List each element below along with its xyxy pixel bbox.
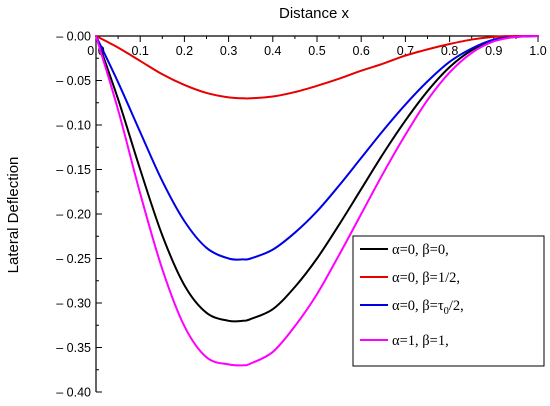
x-tick-label: 0.6 [353,44,370,58]
ticks: 0.0 0.1 0.2 0.3 0.4 0.5 0.6 0.7 0.8 0.9 1.0– 0.00–… [56,30,546,400]
legend-entry-3: α=0, β=τ0/2, [360,298,464,317]
legend-label-1: α=0, β=0, [392,242,449,258]
legend-box [352,235,545,367]
legend: α=0, β=0, α=0, β=1/2, α=0, β=τ0/2, α=1, … [352,235,545,367]
y-tick-label: – 0.40 [56,386,91,400]
x-tick-label: 0.5 [308,44,325,58]
x-axis-title: Distance x [279,5,350,22]
legend-label-4: α=1, β=1, [392,333,449,349]
y-tick-label: – 0.05 [56,74,91,88]
series-line-3 [95,35,539,261]
x-tick-label: 0.2 [176,44,193,58]
series-lines [95,34,539,367]
legend-entry-2: α=0, β=1/2, [360,270,460,286]
y-tick-label: – 0.30 [56,297,91,311]
x-tick-label: 0.8 [441,44,458,58]
y-tick-label: – 0.00 [56,30,91,44]
legend-label-3: α=0, β=τ0/2, [392,298,464,317]
y-tick-label: – 0.10 [56,119,91,133]
x-tick-label: 0.9 [485,44,502,58]
legend-label-2: α=0, β=1/2, [392,270,460,286]
legend-entry-1: α=0, β=0, [360,242,449,258]
x-tick-label: 0.3 [220,44,237,58]
series-line-4 [95,35,539,367]
x-tick-label: 0.4 [264,44,281,58]
y-tick-label: – 0.20 [56,208,91,222]
y-tick-label: – 0.15 [56,163,91,177]
series-line-2 [95,34,539,100]
y-tick-label: – 0.35 [56,341,91,355]
legend-entry-4: α=1, β=1, [360,333,449,349]
x-tick-label: 0.1 [132,44,149,58]
series-line-1 [95,35,539,323]
x-tick-label: 1.0 [529,44,546,58]
y-tick-label: – 0.25 [56,252,91,266]
y-axis-title: Lateral Deflection [5,157,22,274]
